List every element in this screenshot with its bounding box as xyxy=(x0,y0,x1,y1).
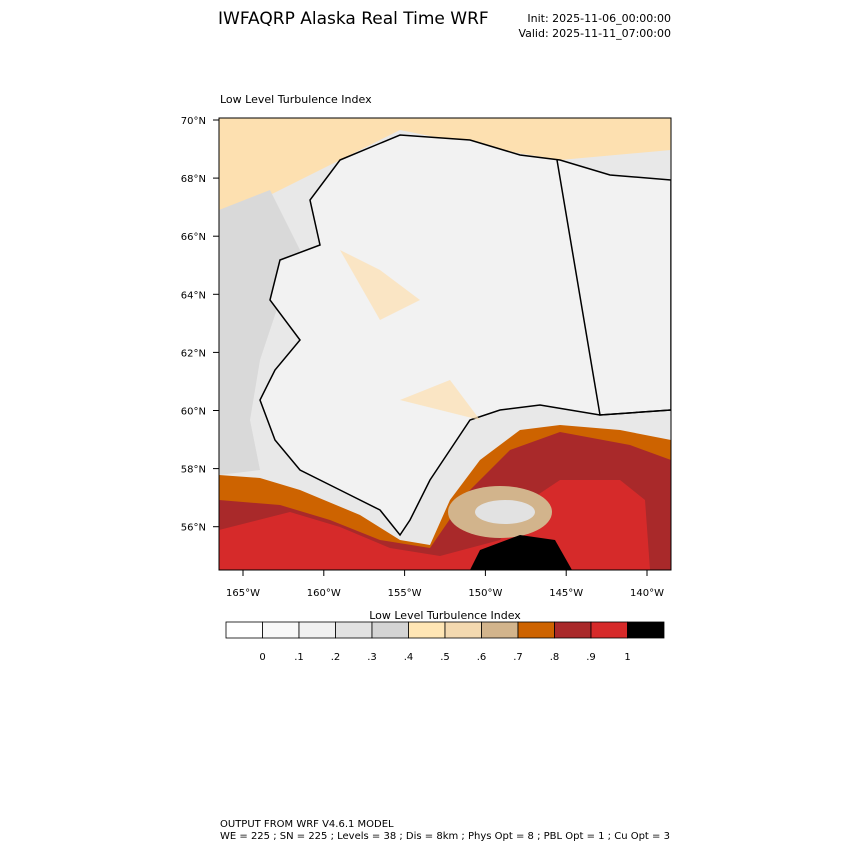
colorbar-box xyxy=(590,621,628,639)
colorbar-box xyxy=(371,621,409,639)
init-time: Init: 2025-11-06_00:00:00 xyxy=(527,12,671,25)
colorbar-box xyxy=(554,621,592,639)
lat-label: 56°N xyxy=(181,523,206,534)
lat-label: 64°N xyxy=(181,290,206,301)
footer-line: OUTPUT FROM WRF V4.6.1 MODEL xyxy=(220,819,394,830)
colorbar-label: 1 xyxy=(624,652,630,663)
colorbar-label: .4 xyxy=(404,652,414,663)
colorbar-label: .3 xyxy=(367,652,377,663)
lat-label: 62°N xyxy=(181,348,206,359)
lon-label: 165°W xyxy=(226,588,260,599)
lat-label: 58°N xyxy=(181,465,206,476)
colorbar-label: .7 xyxy=(513,652,523,663)
colorbar-box xyxy=(481,621,519,639)
colorbar-label: .8 xyxy=(550,652,560,663)
lat-label: 68°N xyxy=(181,174,206,185)
lon-label: 145°W xyxy=(549,588,583,599)
colorbar-label: .5 xyxy=(440,652,450,663)
lon-label: 140°W xyxy=(630,588,664,599)
colorbar-box xyxy=(225,621,263,639)
footer-line: WE = 225 ; SN = 225 ; Levels = 38 ; Dis … xyxy=(220,831,670,842)
colorbar-box xyxy=(335,621,373,639)
lat-label: 66°N xyxy=(181,232,206,243)
colorbar-label: .9 xyxy=(586,652,596,663)
colorbar-box xyxy=(627,621,665,639)
colorbar-label: .2 xyxy=(331,652,341,663)
colorbar-label: .6 xyxy=(477,652,487,663)
map-frame xyxy=(218,117,672,571)
colorbar-box xyxy=(408,621,446,639)
colorbar-label: .1 xyxy=(294,652,304,663)
lat-label: 70°N xyxy=(181,116,206,127)
lon-label: 160°W xyxy=(307,588,341,599)
lon-label: 150°W xyxy=(468,588,502,599)
colorbar-box xyxy=(517,621,555,639)
valid-time: Valid: 2025-11-11_07:00:00 xyxy=(518,27,671,40)
colorbar: 0 .1 .2 .3 .4 .5 .6 .7 .8 .9 1 xyxy=(225,621,665,663)
colorbar-title: Low Level Turbulence Index xyxy=(369,609,521,622)
colorbar-box xyxy=(444,621,482,639)
lon-label: 155°W xyxy=(388,588,422,599)
colorbar-label: 0 xyxy=(259,652,265,663)
map-title: Low Level Turbulence Index xyxy=(220,93,372,106)
map-field xyxy=(219,118,671,570)
colorbar-box xyxy=(262,621,300,639)
axes: 70°N 68°N 66°N 64°N 62°N 60°N 58°N 56°N 165°W 160… xyxy=(181,116,664,599)
title: IWFAQRP Alaska Real Time WRF xyxy=(218,9,489,29)
lat-label: 60°N xyxy=(181,407,206,418)
colorbar-box xyxy=(298,621,336,639)
